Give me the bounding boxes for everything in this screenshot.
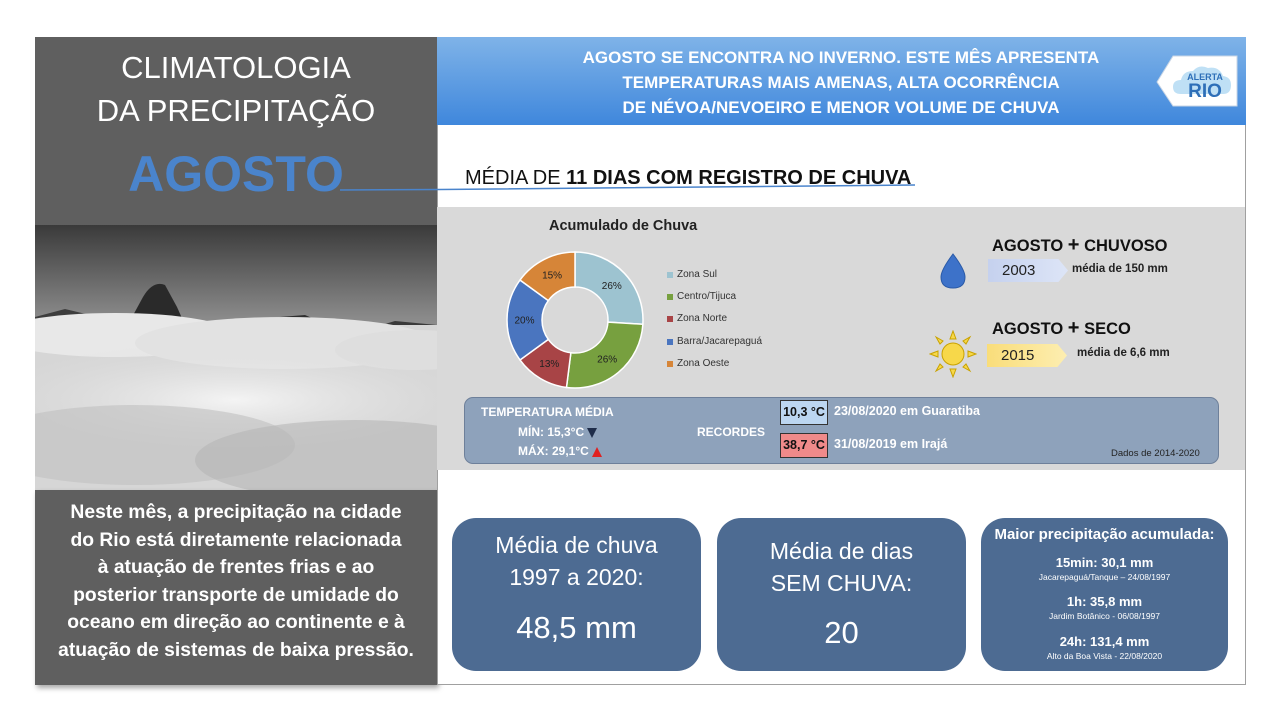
temperature-min-text: MÍN: 15,3°C bbox=[518, 425, 585, 439]
legend-item: Centro/Tijuca bbox=[667, 290, 762, 312]
month-title: AGOSTO bbox=[128, 146, 344, 202]
legend-item: Zona Oeste bbox=[667, 357, 762, 379]
description-text: Neste mês, a precipitação na cidade do R… bbox=[41, 499, 431, 665]
arrow-down-icon bbox=[587, 427, 598, 438]
legend-label: Barra/Jacarepaguá bbox=[677, 335, 763, 347]
sun-icon bbox=[929, 330, 977, 378]
banner-line: AGOSTO SE ENCONTRA NO INVERNO. ESTE MÊS … bbox=[582, 48, 1100, 67]
legend-swatch bbox=[667, 294, 673, 301]
avg-rain-value: 48,5 mm bbox=[516, 610, 637, 645]
avg-rain-card: Média de chuva 1997 a 2020: 48,5 mm bbox=[452, 518, 701, 671]
fog-mountain-image bbox=[35, 225, 437, 490]
banner-line: DE NÉVOA/NEVOEIRO E MENOR VOLUME DE CHUV… bbox=[622, 98, 1060, 117]
driest-media: média de 6,6 mm bbox=[1077, 347, 1170, 359]
avg-rain-title-line2: 1997 a 2020: bbox=[509, 564, 644, 590]
driest-heading: AGOSTO + SECO bbox=[992, 317, 1131, 340]
connector-line bbox=[340, 184, 916, 191]
record-max-desc: 31/08/2019 em Irajá bbox=[834, 437, 948, 451]
legend-swatch bbox=[667, 360, 673, 367]
headline-prefix: MÉDIA DE bbox=[465, 167, 567, 189]
max-precip-24h-location: Alto da Boa Vista - 22/08/2020 bbox=[1046, 651, 1163, 661]
description-line: Neste mês, a precipitação na cidade bbox=[70, 502, 402, 523]
data-source: Dados de 2014-2020 bbox=[1111, 448, 1200, 459]
record-min-desc: 23/08/2020 em Guaratiba bbox=[834, 404, 980, 418]
donut-slice bbox=[574, 251, 644, 326]
legend-item: Zona Norte bbox=[667, 312, 762, 334]
rainiest-year: 2003 bbox=[988, 259, 1068, 282]
plus-icon: + bbox=[1067, 317, 1080, 339]
records-label: RECORDES bbox=[697, 425, 766, 439]
header-banner: AGOSTO SE ENCONTRA NO INVERNO. ESTE MÊS … bbox=[437, 37, 1246, 125]
max-precip-card: Maior precipitação acumulada: 15min: 30,… bbox=[981, 518, 1228, 671]
max-precip-24h: 24h: 131,4 mm bbox=[1059, 634, 1150, 649]
description-line: oceano em direção ao continente e à bbox=[67, 612, 405, 634]
slice-label: 26% bbox=[597, 354, 617, 365]
slice-label: 15% bbox=[542, 271, 562, 282]
title-panel: CLIMATOLOGIA DA PRECIPITAÇÃO AGOSTO bbox=[35, 37, 437, 225]
dry-days-card: Média de dias SEM CHUVA: 20 bbox=[717, 518, 966, 671]
rain-donut-chart: 26% 26% 13% 20% 15% bbox=[506, 251, 644, 389]
cloud-logo-icon bbox=[1156, 55, 1238, 107]
rainiest-media: média de 150 mm bbox=[1072, 263, 1168, 275]
sugarloaf-fog-photo bbox=[35, 225, 437, 490]
logo-top-text: ALERTA bbox=[1187, 72, 1223, 82]
slice-label: 20% bbox=[514, 316, 534, 327]
max-precip-1h: 1h: 35,8 mm bbox=[1066, 594, 1143, 609]
raindrop-icon bbox=[940, 253, 966, 289]
driest-heading-prefix: AGOSTO bbox=[992, 320, 1068, 338]
alerta-rio-logo: ALERTA RIO bbox=[1153, 52, 1241, 110]
rainiest-heading: AGOSTO + CHUVOSO bbox=[992, 234, 1168, 257]
legend-item: Zona Sul bbox=[667, 268, 762, 290]
temperature-title: TEMPERATURA MÉDIA bbox=[481, 405, 614, 419]
arrow-up-icon bbox=[591, 446, 602, 457]
page-title-line2: DA PRECIPITAÇÃO bbox=[96, 93, 376, 128]
dry-days-value: 20 bbox=[824, 615, 859, 650]
record-min-value: 10,3 °C bbox=[780, 400, 828, 425]
legend-label: Zona Norte bbox=[677, 313, 728, 325]
headline-bold: 11 DIAS COM REGISTRO DE CHUVA bbox=[566, 167, 912, 189]
slice-label: 13% bbox=[539, 359, 559, 370]
max-precip-1h-location: Jardim Botânico - 06/08/1997 bbox=[1048, 611, 1161, 621]
slice-label: 26% bbox=[602, 281, 622, 292]
description-panel: Neste mês, a precipitação na cidade do R… bbox=[35, 490, 437, 685]
page-title-line1: CLIMATOLOGIA bbox=[121, 50, 351, 85]
description-line: atuação de sistemas de baixa pressão. bbox=[58, 639, 414, 661]
temperature-min: MÍN: 15,3°C bbox=[518, 425, 598, 439]
max-precip-15min: 15min: 30,1 mm bbox=[1055, 555, 1154, 570]
description-line: à atuação de frentes frias e ao bbox=[97, 557, 375, 579]
description-line: posterior transporte de umidade do bbox=[73, 584, 399, 606]
donut-slice bbox=[565, 321, 644, 389]
legend-label: Centro/Tijuca bbox=[677, 291, 737, 303]
dry-days-title-line2: SEM CHUVA: bbox=[770, 570, 913, 596]
plus-icon: + bbox=[1067, 234, 1080, 256]
temperature-max: MÁX: 29,1°C bbox=[518, 444, 602, 458]
legend-swatch bbox=[667, 316, 673, 323]
banner-text: AGOSTO SE ENCONTRA NO INVERNO. ESTE MÊS … bbox=[437, 45, 1245, 120]
chart-legend: Zona Sul Centro/Tijuca Zona Norte Barra/Jac… bbox=[667, 268, 762, 379]
temperature-max-text: MÁX: 29,1°C bbox=[518, 444, 589, 458]
legend-swatch bbox=[667, 338, 673, 345]
description-line: do Rio está diretamente relacionada bbox=[70, 529, 402, 551]
rainy-days-headline: MÉDIA DE 11 DIAS COM REGISTRO DE CHUVA bbox=[465, 167, 911, 190]
donut-slice bbox=[518, 251, 576, 302]
legend-label: Zona Oeste bbox=[677, 357, 730, 369]
rainiest-heading-suffix: CHUVOSO bbox=[1079, 237, 1168, 255]
dry-days-title-line1: Média de dias bbox=[769, 538, 914, 564]
record-max-value: 38,7 °C bbox=[780, 433, 828, 458]
legend-swatch bbox=[667, 272, 673, 278]
max-precip-title: Maior precipitação acumulada: bbox=[994, 526, 1215, 543]
rainiest-heading-prefix: AGOSTO bbox=[992, 237, 1068, 255]
driest-year: 2015 bbox=[987, 344, 1067, 367]
banner-line: TEMPERATURAS MAIS AMENAS, ALTA OCORRÊNCI… bbox=[622, 73, 1060, 92]
legend-item: Barra/Jacarepaguá bbox=[667, 335, 762, 357]
legend-label: Zona Sul bbox=[677, 269, 718, 280]
driest-heading-suffix: SECO bbox=[1079, 320, 1131, 338]
logo-bottom-text: RIO bbox=[1188, 81, 1222, 102]
avg-rain-title-line1: Média de chuva bbox=[495, 532, 658, 558]
max-precip-15min-location: Jacarepaguá/Tanque – 24/08/1997 bbox=[1038, 572, 1171, 582]
chart-title: Acumulado de Chuva bbox=[549, 218, 698, 234]
